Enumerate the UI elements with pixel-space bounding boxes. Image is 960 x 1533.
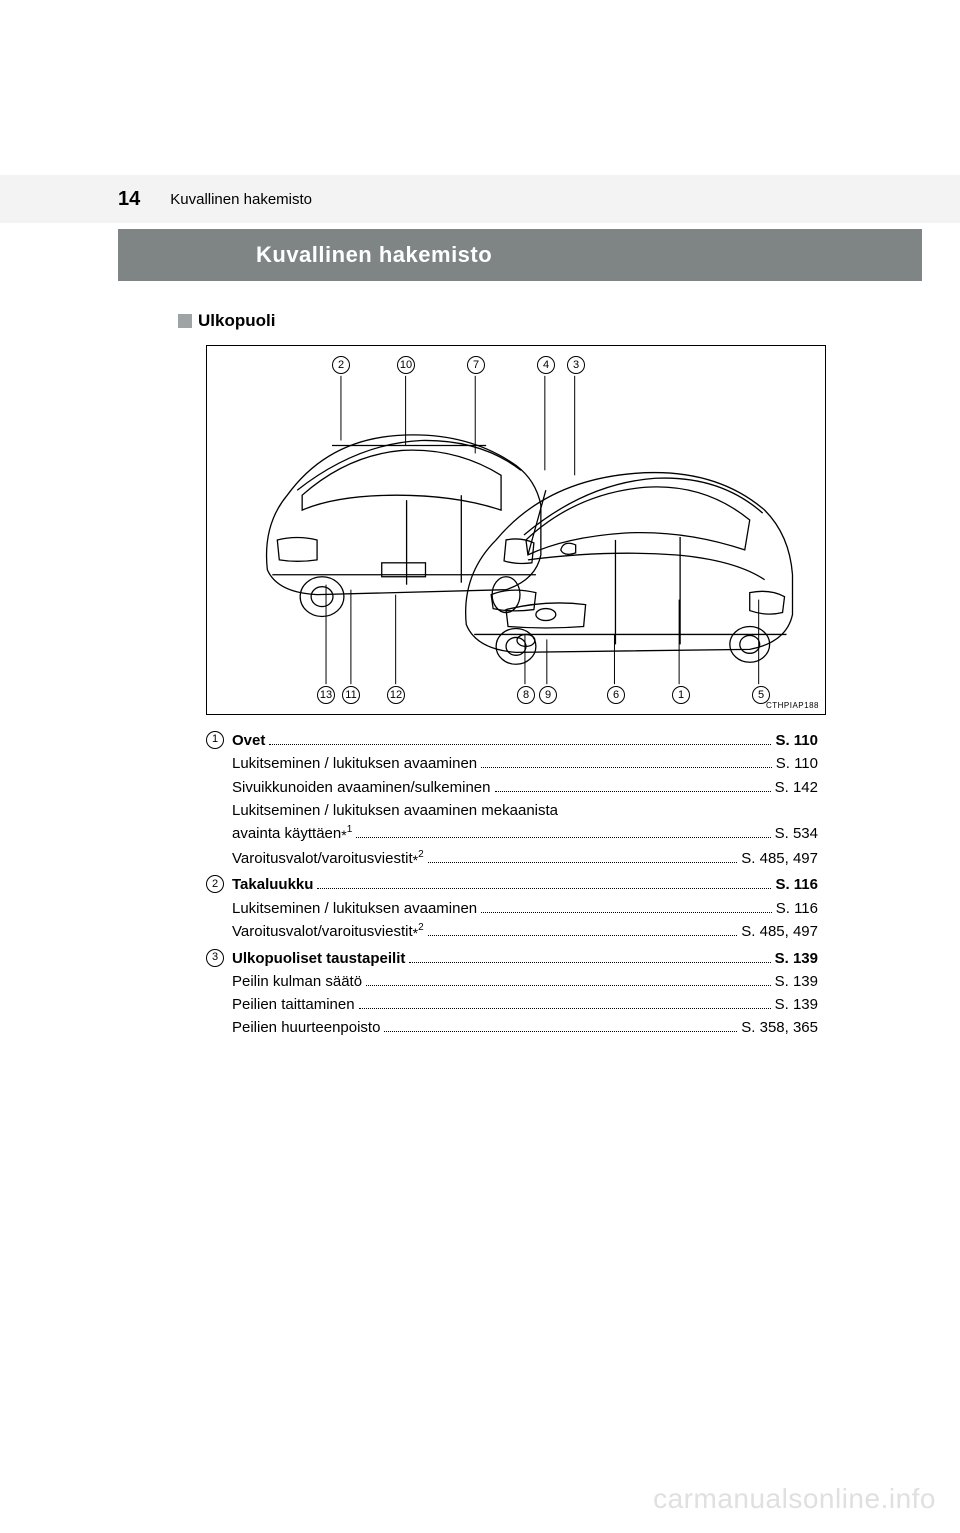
entry-sub-label: Peilin kulman säätö <box>232 970 362 993</box>
entry-subline: Peilien taittaminen S. 139 <box>232 993 818 1016</box>
entry-heading-label: Ulkopuoliset taustapeilit <box>232 947 405 970</box>
subheading: Ulkopuoli <box>178 311 818 331</box>
index-entry: 2TakaluukkuS. 116Lukitseminen / lukituks… <box>206 873 818 944</box>
entry-body: Ulkopuoliset taustapeilitS. 139Peilin ku… <box>232 947 818 1040</box>
entry-heading: Takaluukku S. 116 <box>232 873 818 896</box>
entry-sub-page: S. 139 <box>775 970 818 993</box>
entry-sub-page: S. 139 <box>775 993 818 1016</box>
callout-bubble: 3 <box>567 356 585 374</box>
entry-subline: Lukitseminen / lukituksen avaaminen S. 11… <box>232 897 818 920</box>
entry-sub-page: S. 142 <box>775 776 818 799</box>
breadcrumb: Kuvallinen hakemisto <box>170 191 312 208</box>
callout-bubble: 11 <box>342 686 360 704</box>
entry-body: OvetS. 110Lukitseminen / lukituksen avaa… <box>232 729 818 871</box>
page-number: 14 <box>118 188 140 211</box>
entry-number-circle: 2 <box>206 875 224 893</box>
callout-bubble: 7 <box>467 356 485 374</box>
entry-heading-page: S. 139 <box>775 947 818 970</box>
callout-bubble: 13 <box>317 686 335 704</box>
entry-sub-page: S. 485, 497 <box>741 920 818 943</box>
subheading-text: Ulkopuoli <box>198 311 275 331</box>
page-header: 14 Kuvallinen hakemisto <box>0 175 960 223</box>
entry-sub-label: Varoitusvalot/varoitusviestit*2 <box>232 847 424 872</box>
index-list: 1OvetS. 110Lukitseminen / lukituksen ava… <box>206 729 818 1040</box>
entry-sub-page: S. 534 <box>775 822 818 845</box>
callout-bubble: 10 <box>397 356 415 374</box>
watermark: carmanualsonline.info <box>653 1483 936 1515</box>
index-entry: 1OvetS. 110Lukitseminen / lukituksen ava… <box>206 729 818 871</box>
entry-subline: Peilin kulman säätö S. 139 <box>232 970 818 993</box>
entry-heading: Ovet S. 110 <box>232 729 818 752</box>
entry-sub-page: S. 485, 497 <box>741 847 818 870</box>
car-lineart <box>207 346 825 714</box>
callout-bubble: 5 <box>752 686 770 704</box>
entry-number-circle: 3 <box>206 949 224 967</box>
entry-subline: Varoitusvalot/varoitusviestit*2 S. 485, 4… <box>232 920 818 945</box>
callout-bubble: 6 <box>607 686 625 704</box>
entry-heading-label: Takaluukku <box>232 873 313 896</box>
callout-bubble: 1 <box>672 686 690 704</box>
entry-subline-pre: Lukitseminen / lukituksen avaaminen meka… <box>232 799 818 822</box>
diagram-code: CTHPIAP188 <box>766 701 819 710</box>
entry-sub-page: S. 358, 365 <box>741 1016 818 1039</box>
entry-sub-label: Lukitseminen / lukituksen avaaminen <box>232 897 477 920</box>
entry-number-circle: 1 <box>206 731 224 749</box>
subheading-square-icon <box>178 314 192 328</box>
entry-body: TakaluukkuS. 116Lukitseminen / lukitukse… <box>232 873 818 944</box>
entry-sub-label: Varoitusvalot/varoitusviestit*2 <box>232 920 424 945</box>
entry-heading: Ulkopuoliset taustapeilit S. 139 <box>232 947 818 970</box>
entry-subline: avainta käyttäen*1 S. 534 <box>232 822 818 847</box>
entry-sub-label: Sivuikkunoiden avaaminen/sulkeminen <box>232 776 491 799</box>
entry-sub-page: S. 116 <box>776 897 818 920</box>
entry-sub-label: Lukitseminen / lukituksen avaaminen <box>232 752 477 775</box>
callout-bubble: 2 <box>332 356 350 374</box>
index-entry: 3Ulkopuoliset taustapeilitS. 139Peilin k… <box>206 947 818 1040</box>
entry-subline: Varoitusvalot/varoitusviestit*2 S. 485, 4… <box>232 847 818 872</box>
entry-heading-page: S. 110 <box>775 729 818 752</box>
entry-subline: Lukitseminen / lukituksen avaaminen S. 11… <box>232 752 818 775</box>
entry-heading-page: S. 116 <box>775 873 818 896</box>
content-area: Ulkopuoli <box>178 311 818 1040</box>
entry-sub-label: Peilien taittaminen <box>232 993 355 1016</box>
entry-heading-label: Ovet <box>232 729 265 752</box>
entry-subline: Peilien huurteenpoisto S. 358, 365 <box>232 1016 818 1039</box>
entry-sub-label: Peilien huurteenpoisto <box>232 1016 380 1039</box>
exterior-diagram: CTHPIAP188 2 10 7 43 13 11 12 89 6 1 5 <box>206 345 826 715</box>
callout-bubble: 8 <box>517 686 535 704</box>
entry-sub-page: S. 110 <box>776 752 818 775</box>
callout-bubble: 12 <box>387 686 405 704</box>
section-title: Kuvallinen hakemisto <box>118 229 922 281</box>
entry-sub-label: avainta käyttäen*1 <box>232 822 352 847</box>
entry-subline: Sivuikkunoiden avaaminen/sulkeminen S. 14… <box>232 776 818 799</box>
callout-bubble: 9 <box>539 686 557 704</box>
callout-bubble: 4 <box>537 356 555 374</box>
